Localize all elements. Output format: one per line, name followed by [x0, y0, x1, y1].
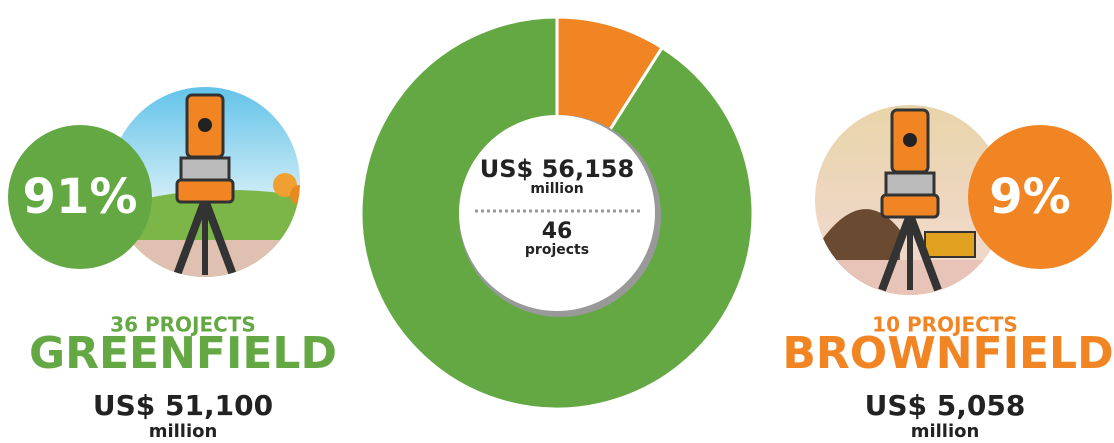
greenfield-share: 91%	[23, 169, 138, 225]
brownfield-title: BROWNFIELD	[782, 328, 1113, 379]
infographic: 91% 9% 36 PROJECTS GREENFIELD US$ 51,100…	[0, 0, 1114, 443]
projects-unit: projects	[525, 242, 589, 258]
brownfield-share: 9%	[989, 169, 1071, 225]
brownfield-value: US$ 5,058	[865, 389, 1026, 422]
greenfield-value: US$ 51,100	[93, 389, 273, 422]
total-projects: 46	[542, 219, 573, 244]
greenfield-unit: million	[149, 421, 218, 442]
total-unit: million	[530, 181, 583, 197]
greenfield-title: GREENFIELD	[29, 328, 337, 379]
center-disc	[459, 115, 655, 311]
brownfield-unit: million	[911, 421, 980, 442]
total-value: US$ 56,158	[480, 155, 634, 183]
